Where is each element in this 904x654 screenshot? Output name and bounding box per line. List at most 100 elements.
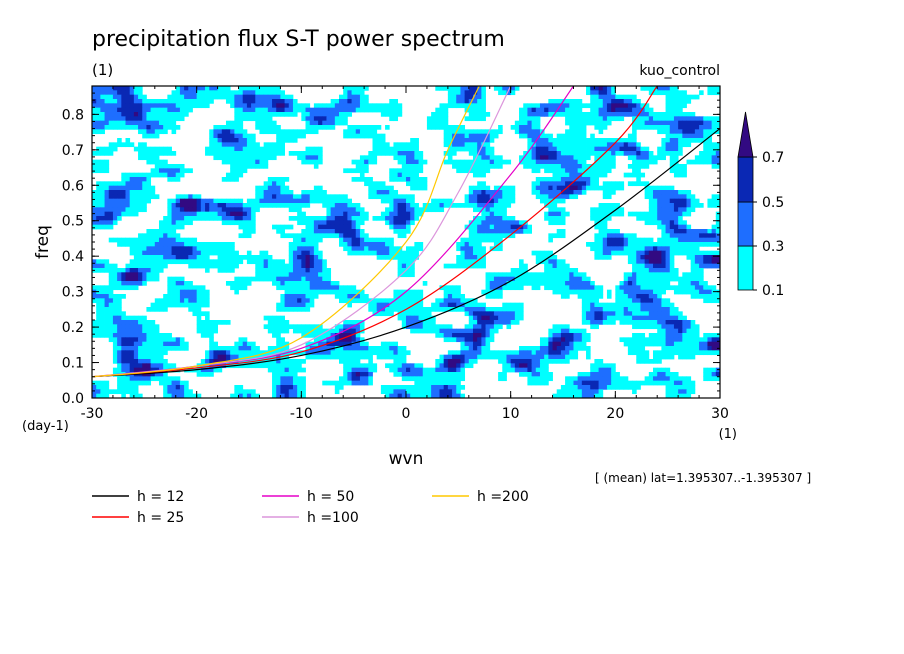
contour-cell [104,263,110,269]
contour-cell [690,289,696,295]
contour-cell [519,263,524,269]
contour-cell [121,194,126,200]
contour-cell [154,246,160,252]
contour-cell [439,116,445,122]
contour-cell [326,268,332,273]
contour-cell [351,289,357,295]
contour-cell [636,103,641,109]
contour-cell [259,146,265,152]
contour-cell [439,86,445,91]
contour-cell [96,263,101,269]
contour-cell [673,194,679,200]
contour-cell [330,289,336,295]
contour-cell [221,246,227,252]
contour-cell [280,146,285,152]
contour-cell [472,103,478,109]
contour-cell [690,112,696,117]
contour-cell [678,341,683,347]
contour-cell [627,151,633,156]
contour-cell [292,194,298,200]
contour-cell [602,125,608,130]
contour-cell [586,164,591,169]
contour-cell [380,142,386,148]
contour-cell [552,99,558,104]
contour-cell [301,216,306,221]
contour-cell [225,129,231,135]
contour-cell [339,211,344,217]
contour-cell [661,190,666,195]
contour-cell [150,276,156,282]
contour-cell [619,116,625,122]
contour-cell [192,259,198,265]
contour-cell [452,146,457,152]
contour-cell [129,181,135,187]
contour-cell [280,224,285,230]
contour-cell [221,250,227,256]
contour-cell [632,276,637,282]
contour-cell [158,129,164,135]
contour-cell [619,151,625,156]
contour-cell [632,311,637,317]
contour-cell [414,164,419,169]
contour-cell [544,263,549,269]
contour-cell [364,94,369,100]
contour-cell [121,185,126,191]
contour-cell [188,90,193,96]
contour-cell [292,250,298,256]
contour-cell [238,151,244,156]
contour-cell [133,90,139,96]
contour-cell [401,259,407,265]
contour-cell [414,320,419,325]
contour-cell [175,86,181,91]
contour-cell [682,116,687,122]
contour-cell [669,311,675,317]
contour-cell [678,99,683,104]
contour-cell [117,268,122,273]
contour-cell [653,203,658,208]
contour-cell [590,133,595,139]
contour-cell [481,168,486,174]
contour-cell [523,276,528,282]
contour-cell [431,302,436,308]
contour-cell [393,224,399,230]
contour-cell [493,294,499,299]
contour-cell [632,259,637,265]
contour-cell [380,151,386,156]
contour-cell [707,198,713,204]
contour-cell [225,146,231,152]
contour-cell [179,86,185,91]
contour-cell [117,190,122,195]
contour-cell [188,220,193,226]
contour-cell [715,298,720,304]
contour-cell [510,90,516,96]
contour-cell [544,181,549,187]
contour-cell [669,190,675,195]
contour-cell [205,315,210,321]
contour-cell [410,255,415,260]
contour-cell [443,285,449,291]
contour-cell [410,181,415,187]
contour-cell [225,211,231,217]
contour-cell [493,198,499,204]
contour-cell [636,146,641,152]
contour-cell [606,311,612,317]
contour-cell [711,242,717,247]
contour-cell [598,320,604,325]
contour-cell [301,220,306,226]
contour-cell [326,233,332,239]
contour-cell [104,198,110,204]
contour-cell [351,129,357,135]
contour-cell [560,211,566,217]
contour-cell [217,86,223,91]
contour-cell [489,311,495,317]
contour-cell [472,263,478,269]
contour-cell [309,281,315,286]
contour-cell [690,159,696,165]
contour-cell [707,289,713,295]
contour-cell [339,324,344,330]
contour-cell [498,233,503,239]
contour-cell [477,103,482,109]
contour-cell [376,181,382,187]
contour-cell [619,211,625,217]
contour-cell [678,333,683,338]
